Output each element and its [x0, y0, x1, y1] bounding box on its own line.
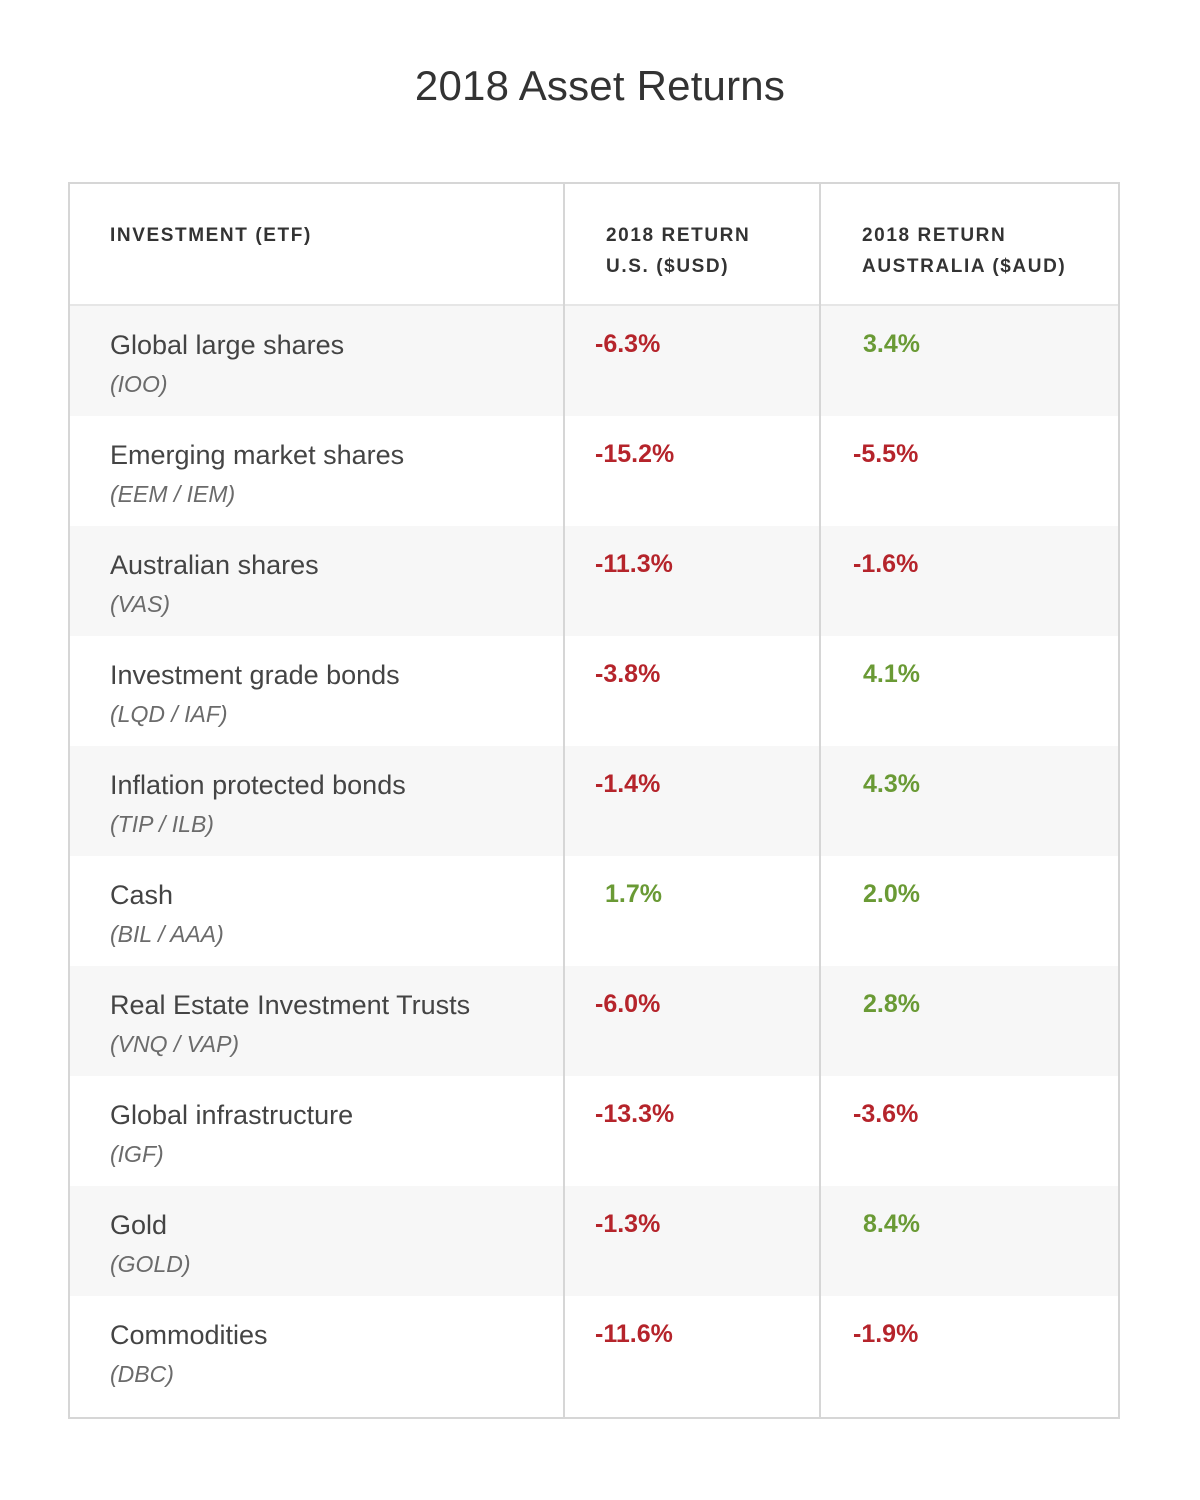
- usd-return-value: -15.2%: [595, 440, 675, 468]
- asset-name: Australian shares: [110, 550, 319, 580]
- header-investment-line-1: INVESTMENT (ETF): [110, 225, 312, 246]
- usd-return-value: -6.0%: [595, 990, 661, 1018]
- usd-return-value: -1.3%: [595, 1210, 661, 1238]
- aud-return-value: 3.4%: [863, 330, 920, 358]
- usd-return-value: -3.8%: [595, 660, 661, 688]
- aud-return-value: -5.5%: [853, 440, 919, 468]
- table-row: Real Estate Investment Trusts (VNQ / VAP)…: [70, 966, 1118, 1076]
- asset-ticker: (VAS): [110, 591, 171, 617]
- aud-return-value: 4.1%: [863, 660, 920, 688]
- column-divider: [563, 184, 565, 1417]
- asset-ticker: (TIP / ILB): [110, 811, 214, 837]
- asset-ticker: (EEM / IEM): [110, 481, 236, 507]
- asset-ticker: (DBC): [110, 1361, 174, 1387]
- usd-return-value: -6.3%: [595, 330, 661, 358]
- table-row: Inflation protected bonds (TIP / ILB) -1.4…: [70, 746, 1118, 856]
- header-aud-return: 2018 RETURN AUSTRALIA ($AUD): [862, 220, 1066, 282]
- usd-return-value: -11.3%: [595, 550, 673, 578]
- table-row: Australian shares (VAS) -11.3% -1.6%: [70, 526, 1118, 636]
- asset-name: Cash: [110, 880, 174, 910]
- header-aud-line-1: 2018 RETURN: [862, 225, 1007, 246]
- table-body: Global large shares (IOO) -6.3% 3.4% Emergin…: [70, 306, 1118, 1406]
- table-row: Cash (BIL / AAA) 1.7% 2.0%: [70, 856, 1118, 966]
- column-divider: [819, 184, 821, 1417]
- table-row: Global infrastructure (IGF) -13.3% -3.6%: [70, 1076, 1118, 1186]
- asset-name: Commodities: [110, 1320, 268, 1350]
- table-row: Global large shares (IOO) -6.3% 3.4%: [70, 306, 1118, 416]
- header-investment: INVESTMENT (ETF): [110, 220, 312, 251]
- header-usd-return: 2018 RETURN U.S. ($USD): [606, 220, 750, 282]
- aud-return-value: 8.4%: [863, 1210, 920, 1238]
- asset-name: Emerging market shares: [110, 440, 405, 470]
- aud-return-value: -1.6%: [853, 550, 919, 578]
- aud-return-value: -3.6%: [853, 1100, 919, 1128]
- table-header: INVESTMENT (ETF) 2018 RETURN U.S. ($USD)…: [70, 184, 1118, 306]
- table-row: Gold (GOLD) -1.3% 8.4%: [70, 1186, 1118, 1296]
- aud-return-value: 2.8%: [863, 990, 920, 1018]
- aud-return-value: 4.3%: [863, 770, 920, 798]
- table-row: Investment grade bonds (LQD / IAF) -3.8% 4.…: [70, 636, 1118, 746]
- asset-ticker: (IOO): [110, 371, 168, 397]
- usd-return-value: -1.4%: [595, 770, 661, 798]
- page-title: 2018 Asset Returns: [414, 62, 786, 109]
- header-usd-line-2: U.S. ($USD): [606, 256, 730, 277]
- usd-return-value: 1.7%: [605, 880, 662, 908]
- asset-name: Real Estate Investment Trusts: [110, 990, 471, 1020]
- usd-return-value: -11.6%: [595, 1320, 673, 1348]
- asset-name: Global large shares: [110, 330, 345, 360]
- header-usd-line-1: 2018 RETURN: [606, 225, 751, 246]
- aud-return-value: -1.9%: [853, 1320, 919, 1348]
- asset-name: Investment grade bonds: [110, 660, 400, 690]
- asset-name: Gold: [110, 1210, 168, 1240]
- header-aud-line-2: AUSTRALIA ($AUD): [862, 256, 1067, 277]
- aud-return-value: 2.0%: [863, 880, 920, 908]
- asset-name: Inflation protected bonds: [110, 770, 406, 800]
- asset-ticker: (VNQ / VAP): [110, 1031, 240, 1057]
- asset-ticker: (IGF): [110, 1141, 164, 1167]
- usd-return-value: -13.3%: [595, 1100, 675, 1128]
- table-row: Commodities (DBC) -11.6% -1.9%: [70, 1296, 1118, 1406]
- asset-ticker: (BIL / AAA): [110, 921, 224, 947]
- table-row: Emerging market shares (EEM / IEM) -15.2% -…: [70, 416, 1118, 526]
- asset-ticker: (LQD / IAF): [110, 701, 228, 727]
- asset-ticker: (GOLD): [110, 1251, 191, 1277]
- asset-name: Global infrastructure: [110, 1100, 354, 1130]
- returns-table: INVESTMENT (ETF) 2018 RETURN U.S. ($USD)…: [68, 182, 1120, 1419]
